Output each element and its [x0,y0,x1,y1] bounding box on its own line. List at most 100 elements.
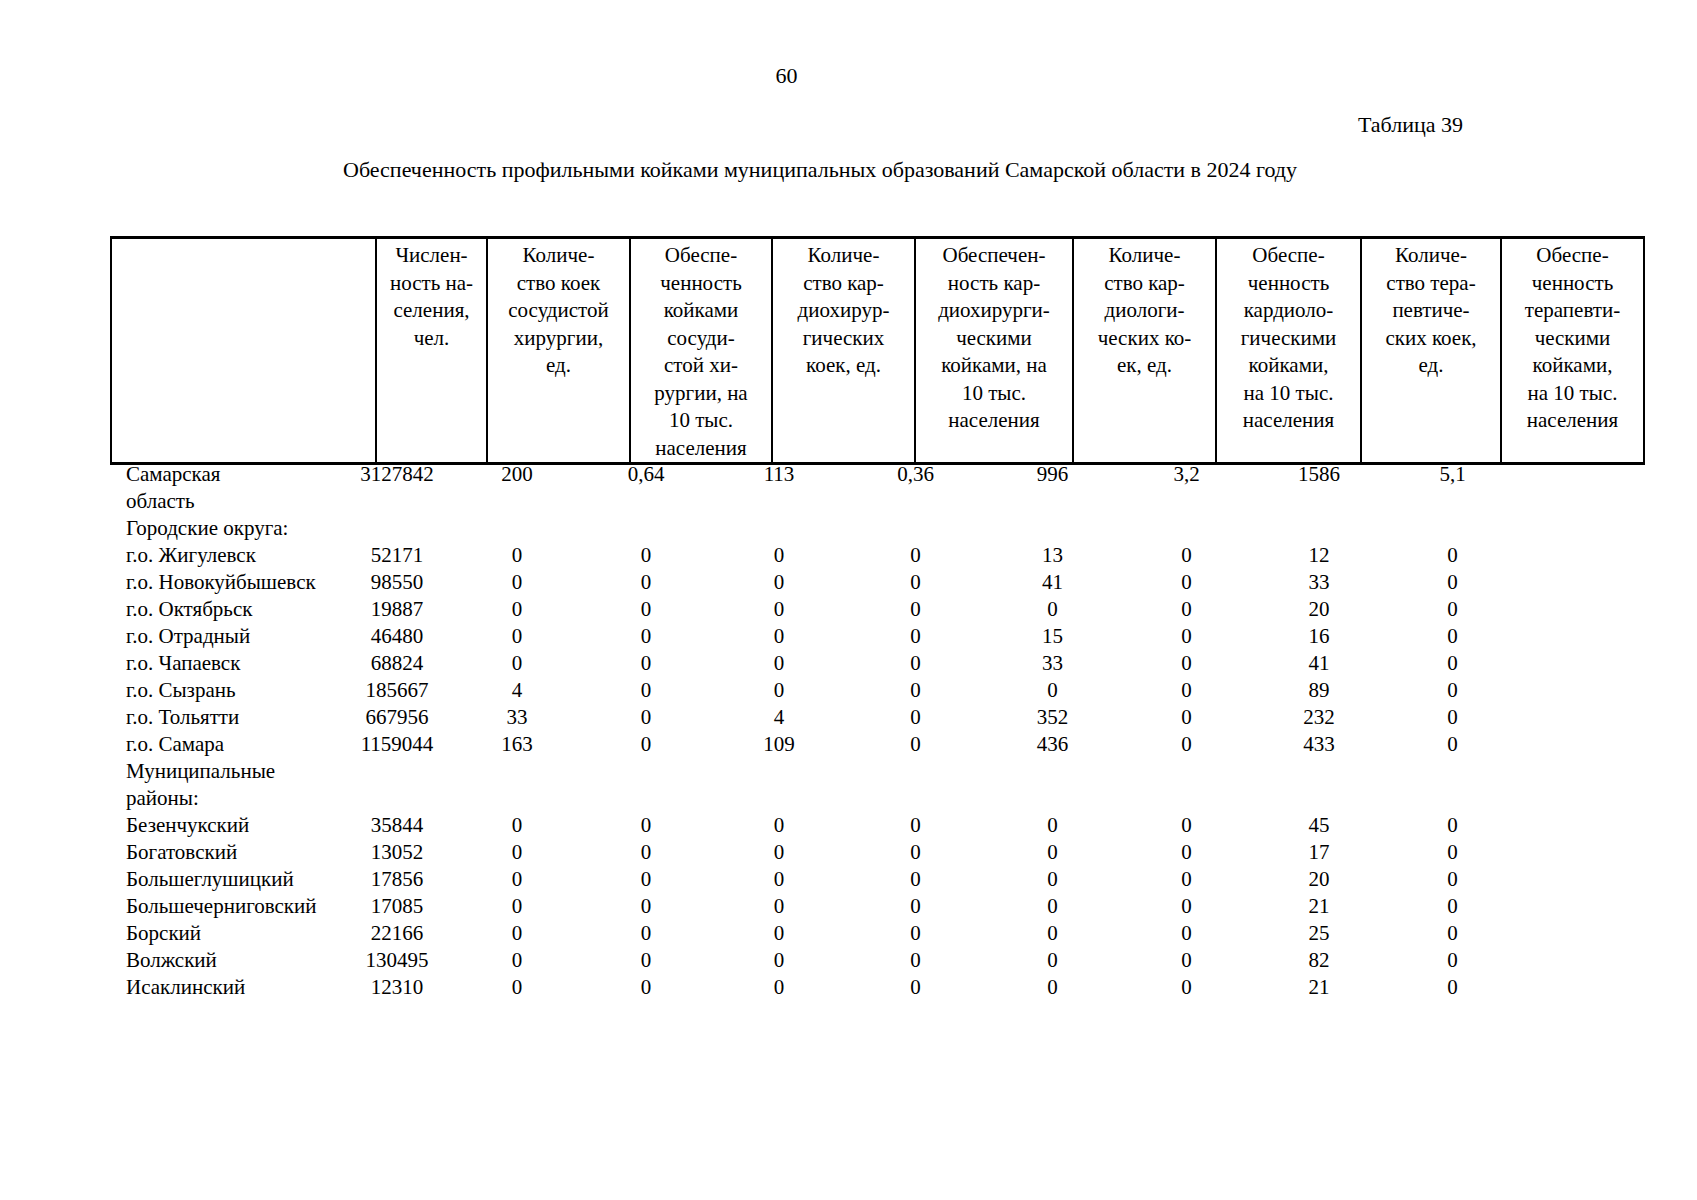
cell-value: 16 [1253,623,1385,650]
column-header-2: Количе- ство коек сосудистой хирургии, е… [487,238,630,464]
cell-value [846,758,985,812]
cell-value [340,758,454,812]
cell-value: 4 [712,704,846,731]
cell-value [846,515,985,542]
table-row: Волжский130495000000820 [110,947,1520,974]
cell-value: 0 [580,893,712,920]
cell-value: 0 [1120,731,1253,758]
cell-value: 33 [454,704,580,731]
column-header-0 [111,238,376,464]
cell-value: 3127842 [340,461,454,515]
cell-value: 0 [846,623,985,650]
row-label: Городские округа: [110,515,340,542]
cell-value: 89 [1253,677,1385,704]
cell-value: 0 [1385,731,1520,758]
cell-value: 0 [985,920,1120,947]
cell-value: 0 [712,650,846,677]
cell-value: 68824 [340,650,454,677]
cell-value: 109 [712,731,846,758]
cell-value: 0 [846,677,985,704]
column-header-9: Обеспе- ченность терапевти- ческими койк… [1501,238,1644,464]
cell-value [1253,758,1385,812]
cell-value: 0 [1120,704,1253,731]
table-row: г.о. Октябрьск19887000000200 [110,596,1520,623]
cell-value: 20 [1253,596,1385,623]
cell-value: 3,2 [1120,461,1253,515]
row-label: Большечерниговский [110,893,340,920]
table-rows: Самарская область31278422000,641130,3699… [110,461,1520,1001]
column-header-7: Обеспе- ченность кардиоло- гическими кой… [1216,238,1361,464]
cell-value: 0 [454,623,580,650]
table-row: г.о. Отрадный464800000150160 [110,623,1520,650]
cell-value: 0 [454,920,580,947]
cell-value: 46480 [340,623,454,650]
cell-value: 200 [454,461,580,515]
table-row: г.о. Сызрань185667400000890 [110,677,1520,704]
cell-value: 0 [712,920,846,947]
column-header-3: Обеспе- ченность койками сосуди- стой хи… [630,238,772,464]
table-row: Безенчукский35844000000450 [110,812,1520,839]
cell-value [1120,758,1253,812]
cell-value: 0 [985,839,1120,866]
cell-value: 25 [1253,920,1385,947]
cell-value: 15 [985,623,1120,650]
row-label: Волжский [110,947,340,974]
row-label: Исаклинский [110,974,340,1001]
cell-value: 17085 [340,893,454,920]
cell-value: 82 [1253,947,1385,974]
cell-value: 0 [1120,542,1253,569]
cell-value: 0 [985,893,1120,920]
cell-value: 19887 [340,596,454,623]
cell-value: 0 [712,839,846,866]
cell-value: 17 [1253,839,1385,866]
table-row: г.о. Тольятти6679563304035202320 [110,704,1520,731]
cell-value: 0 [1120,569,1253,596]
cell-value: 0 [1120,812,1253,839]
cell-value: 17856 [340,866,454,893]
cell-value: 0 [580,974,712,1001]
cell-value: 12 [1253,542,1385,569]
cell-value: 0 [846,704,985,731]
cell-value: 13052 [340,839,454,866]
cell-value: 22166 [340,920,454,947]
cell-value: 0 [1120,839,1253,866]
cell-value: 0 [1120,596,1253,623]
cell-value: 0 [712,812,846,839]
table-row: г.о. Самара11590441630109043604330 [110,731,1520,758]
cell-value: 0 [846,866,985,893]
cell-value: 352 [985,704,1120,731]
cell-value: 0 [454,947,580,974]
cell-value: 12310 [340,974,454,1001]
cell-value: 0 [985,677,1120,704]
cell-value: 0 [580,623,712,650]
cell-value: 0 [580,704,712,731]
cell-value: 0 [454,542,580,569]
cell-value: 667956 [340,704,454,731]
column-header-6: Количе- ство кар- диологи- ческих ко- ек… [1073,238,1216,464]
cell-value: 0 [580,596,712,623]
table-row: г.о. Чапаевск688240000330410 [110,650,1520,677]
cell-value: 0 [580,569,712,596]
cell-value [580,758,712,812]
cell-value: 0 [846,731,985,758]
page-number: 60 [110,62,1463,89]
cell-value: 0 [985,596,1120,623]
cell-value: 0 [985,812,1120,839]
table-row: г.о. Жигулевск521710000130120 [110,542,1520,569]
row-label: Большеглушицкий [110,866,340,893]
cell-value: 41 [1253,650,1385,677]
cell-value: 163 [454,731,580,758]
cell-value: 0 [1385,812,1520,839]
cell-value: 996 [985,461,1120,515]
cell-value: 0 [985,947,1120,974]
table-row: Исаклинский12310000000210 [110,974,1520,1001]
cell-value: 0 [1120,920,1253,947]
column-header-1: Числен- ность на- селения, чел. [376,238,487,464]
cell-value: 0 [580,812,712,839]
cell-value: 52171 [340,542,454,569]
cell-value: 0 [1385,704,1520,731]
cell-value: 0 [846,650,985,677]
cell-value [1385,758,1520,812]
cell-value: 0 [1385,623,1520,650]
cell-value: 0 [712,947,846,974]
